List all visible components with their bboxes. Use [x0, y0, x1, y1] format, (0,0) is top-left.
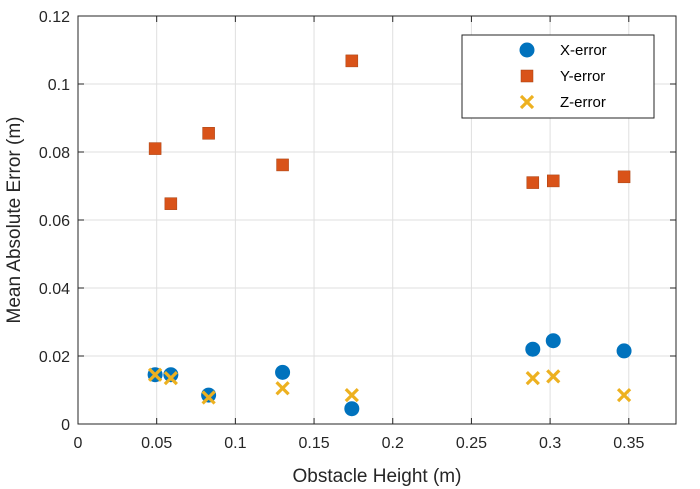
y-axis-label: Mean Absolute Error (m) — [4, 117, 25, 324]
legend: X-error Y-error Z-error — [461, 34, 655, 119]
y-tick-label: 0 — [61, 417, 70, 434]
x-tick-label: 0.3 — [539, 435, 561, 452]
z-error-point — [201, 390, 216, 405]
z-error-point — [546, 369, 561, 384]
x-tick-label: 0 — [74, 435, 83, 452]
x-tick-label: 0.35 — [613, 435, 644, 452]
x-tick-label: 0.15 — [298, 435, 329, 452]
y-error-point — [276, 158, 289, 172]
plot-frame — [77, 15, 677, 425]
series-z-error — [147, 367, 632, 405]
y-tick-label: 0.04 — [39, 281, 70, 298]
y-tick-label: 0.12 — [39, 9, 70, 26]
legend-marker-y-error — [520, 69, 534, 83]
z-error-point — [275, 381, 290, 396]
y-tick-label: 0.08 — [39, 145, 70, 162]
x-tick-label: 0.05 — [141, 435, 172, 452]
y-error-point — [202, 127, 215, 140]
y-error-point — [164, 197, 178, 210]
z-error-point — [525, 370, 540, 386]
x-axis-label: Obstacle Height (m) — [293, 466, 462, 487]
legend-label-x-error: X-error — [560, 42, 607, 59]
y-tick-label: 0.02 — [39, 349, 70, 366]
z-error-point — [616, 387, 632, 403]
x-tick-label: 0.1 — [224, 435, 246, 452]
legend-label-z-error: Z-error — [560, 94, 606, 111]
y-tick-label: 0.06 — [39, 213, 70, 230]
y-tick-label: 0.1 — [48, 77, 70, 94]
x-error-point — [616, 343, 632, 359]
legend-label-y-error: Y-error — [560, 68, 605, 85]
z-error-point — [344, 387, 359, 403]
y-error-point — [547, 174, 560, 188]
y-error-point — [526, 176, 540, 189]
x-error-point — [545, 333, 561, 349]
x-error-point — [344, 401, 360, 417]
x-tick-label: 0.2 — [382, 435, 404, 452]
legend-marker-x-error — [519, 42, 535, 58]
data-points — [147, 54, 632, 417]
y-error-point — [345, 54, 359, 68]
x-error-point — [163, 367, 179, 383]
legend-box — [461, 34, 655, 119]
x-tick-label: 0.25 — [456, 435, 487, 452]
legend-marker-z-error — [519, 94, 535, 110]
grid-lines — [78, 16, 676, 424]
x-axis-ticks: 0 0.05 0.1 0.15 0.2 0.25 0.3 0.35 — [74, 16, 644, 452]
y-error-point — [148, 142, 162, 155]
series-y-error — [148, 54, 631, 210]
y-axis-ticks: 0 0.02 0.04 0.06 0.08 0.1 0.12 — [39, 9, 676, 434]
x-error-point — [275, 364, 291, 380]
y-error-point — [617, 170, 631, 184]
z-error-point — [147, 367, 163, 382]
x-error-point — [525, 341, 541, 357]
z-error-point — [163, 370, 178, 386]
x-error-point — [201, 387, 217, 403]
